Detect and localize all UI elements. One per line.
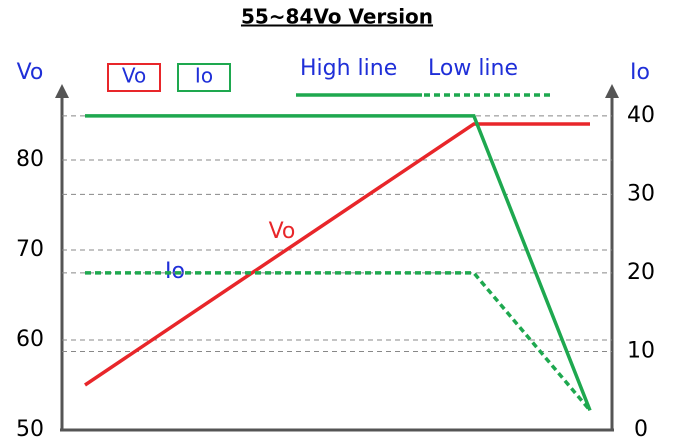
legend-box [107,63,161,92]
axes [55,84,619,432]
y-tick-label: 80 [16,147,44,172]
y2-axis-arrow [605,84,619,98]
y2-tick-label: 0 [634,417,648,440]
y2-tick-label: 10 [627,338,655,363]
y2-tick-label: 40 [627,103,655,128]
legend-box [177,63,231,92]
y-tick-label: 70 [16,237,44,262]
y-tick-label: 60 [16,327,44,352]
series-line [85,114,592,412]
legend-label: High line [300,56,397,81]
legend-label: Io [195,64,213,88]
y-tick-label: 50 [16,417,44,440]
y-axis-label: Vo [17,60,44,85]
series-line [85,271,592,412]
y-axis-arrow [55,84,69,98]
series-line [84,122,590,387]
y2-tick-label: 30 [627,181,655,206]
legend-label: Low line [428,56,518,81]
y2-axis-label: Io [630,60,650,85]
y2-tick-label: 20 [627,260,655,285]
legend-label: Vo [122,64,146,88]
annotation: Vo [269,219,296,244]
chart-title: 55~84Vo Version [241,5,433,29]
